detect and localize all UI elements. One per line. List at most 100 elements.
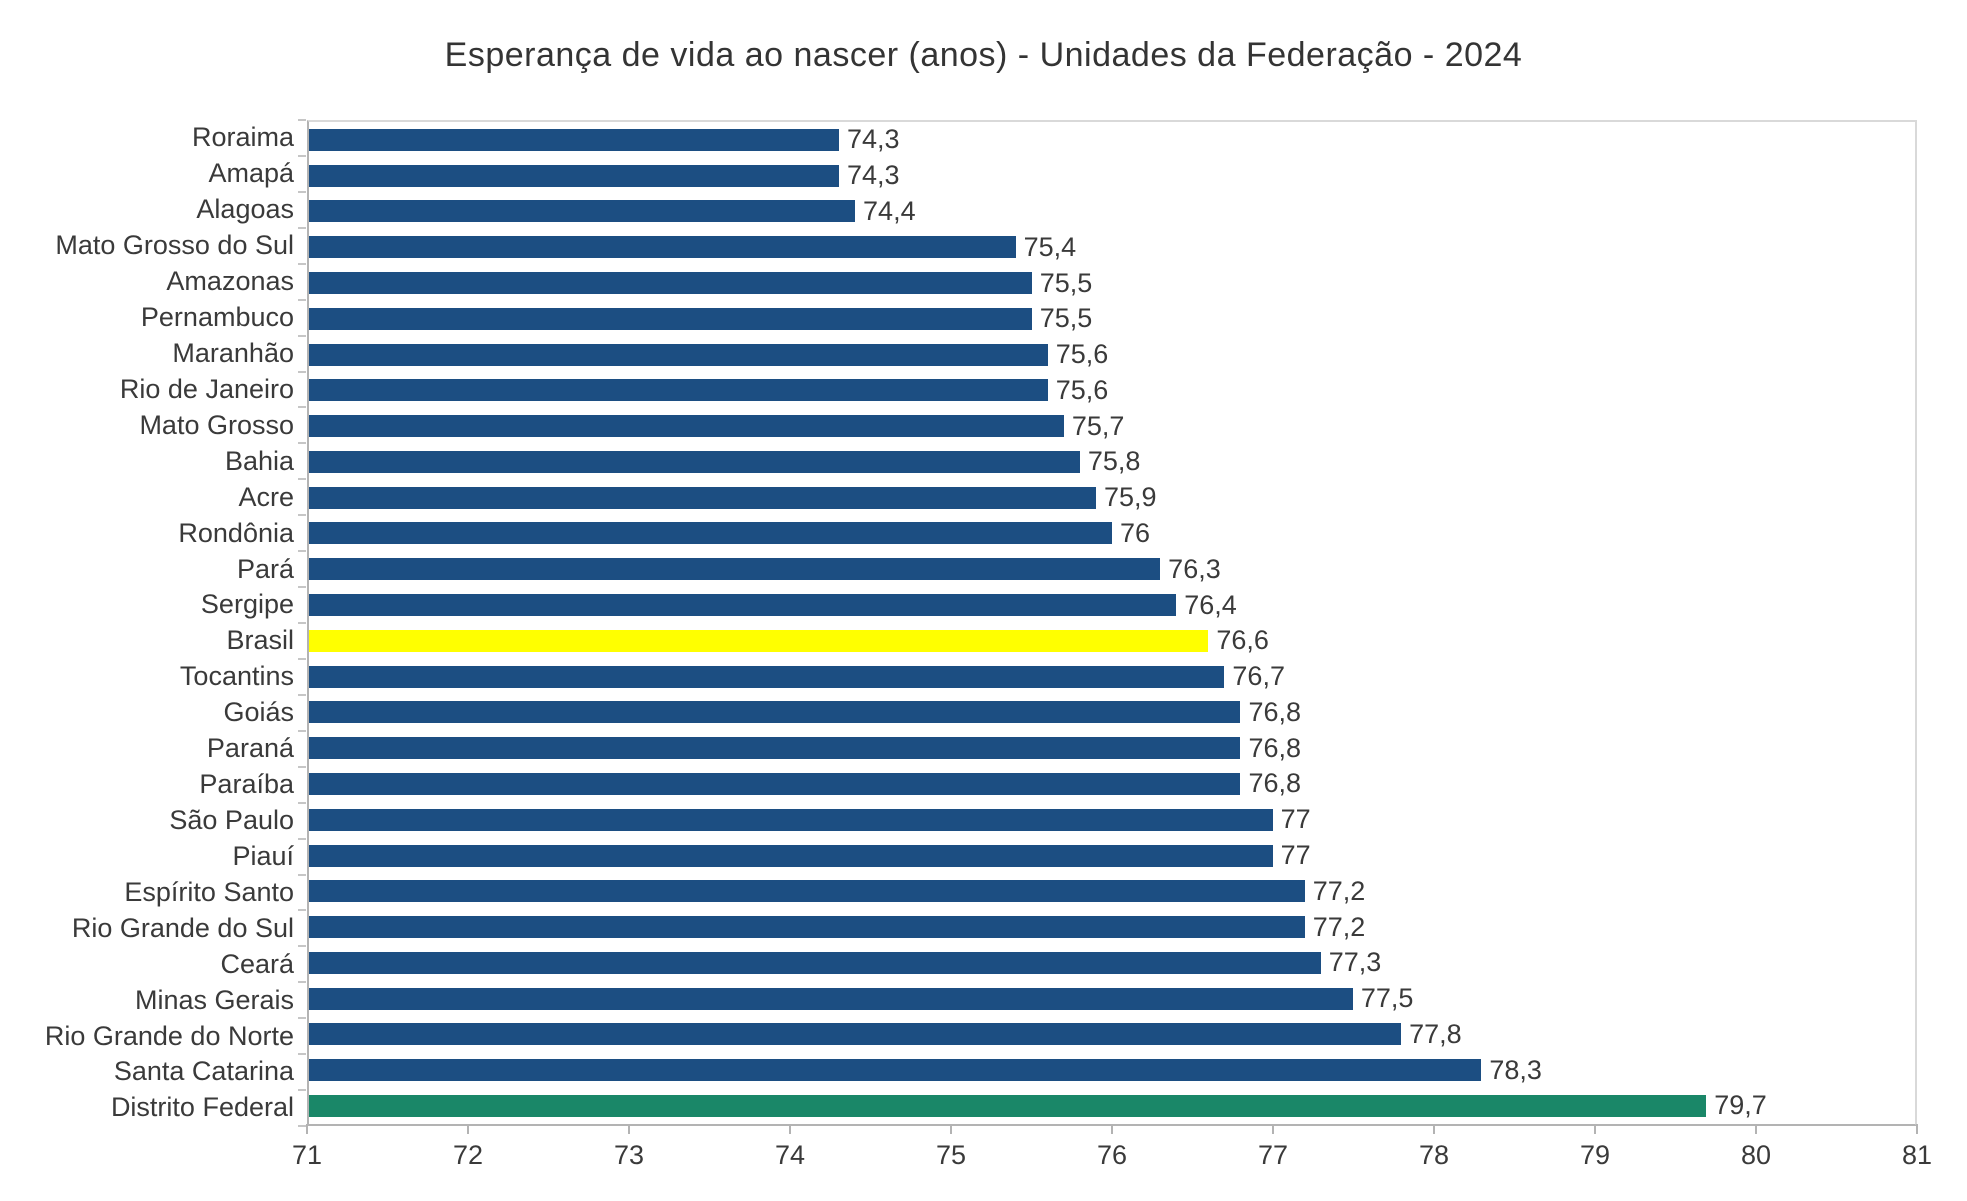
category-label: Brasil bbox=[226, 625, 294, 656]
bar-row: 75,5 bbox=[309, 301, 1915, 337]
bar bbox=[309, 594, 1177, 617]
bar-row: 77,8 bbox=[309, 1017, 1915, 1053]
bar-row: 77,5 bbox=[309, 981, 1915, 1017]
bar bbox=[309, 880, 1305, 903]
bar bbox=[309, 987, 1353, 1010]
bar-row: 74,3 bbox=[309, 158, 1915, 194]
category-tick bbox=[298, 729, 306, 732]
category-label: Pernambuco bbox=[140, 302, 294, 333]
category-label: Espírito Santo bbox=[124, 876, 294, 907]
value-axis-tick bbox=[1594, 1124, 1596, 1134]
value-axis-tick bbox=[628, 1124, 630, 1134]
category-label: Rio Grande do Sul bbox=[71, 912, 294, 943]
value-axis-tick-label: 78 bbox=[1418, 1140, 1450, 1170]
value-axis-tick bbox=[789, 1124, 791, 1134]
bar-row: 74,4 bbox=[309, 194, 1915, 230]
value-label: 76 bbox=[1120, 517, 1151, 548]
value-label: 75,6 bbox=[1055, 339, 1109, 370]
value-axis-tick bbox=[467, 1124, 469, 1134]
category-label: Paraná bbox=[206, 733, 294, 764]
category-tick bbox=[298, 226, 306, 229]
category-tick bbox=[298, 1053, 306, 1056]
category-tick bbox=[298, 298, 306, 301]
category-tick bbox=[298, 945, 306, 948]
value-label: 77 bbox=[1280, 804, 1311, 835]
category-label: Rio Grande do Norte bbox=[44, 1020, 294, 1051]
category-tick bbox=[298, 370, 306, 373]
bar bbox=[309, 415, 1064, 438]
bar-row: 74,3 bbox=[309, 122, 1915, 158]
bar-row: 75,5 bbox=[309, 265, 1915, 301]
value-axis-tick-label: 72 bbox=[452, 1140, 484, 1170]
category-axis-labels: Roraima Amapá Alagoas Mato Grosso do Sul Ama… bbox=[0, 120, 294, 1126]
category-label: Minas Gerais bbox=[134, 984, 294, 1015]
category-label: Bahia bbox=[224, 445, 294, 476]
value-axis-tick-label: 77 bbox=[1257, 1140, 1289, 1170]
value-label: 79,7 bbox=[1714, 1090, 1767, 1121]
category-tick bbox=[298, 693, 306, 696]
category-tick bbox=[298, 442, 306, 445]
category-label: Roraima bbox=[191, 122, 294, 153]
category-tick bbox=[298, 981, 306, 984]
value-label: 77,2 bbox=[1312, 911, 1366, 942]
category-label: Mato Grosso bbox=[139, 409, 294, 440]
bar-row: 77,2 bbox=[309, 873, 1915, 909]
bar-row: 77 bbox=[309, 838, 1915, 874]
value-label: 76,3 bbox=[1168, 553, 1221, 584]
category-label: Alagoas bbox=[196, 194, 294, 225]
value-axis-tick-label: 71 bbox=[291, 1140, 323, 1170]
bar bbox=[309, 808, 1273, 831]
value-label: 75,5 bbox=[1039, 267, 1093, 298]
value-label: 76,8 bbox=[1248, 768, 1302, 799]
bar bbox=[309, 450, 1080, 473]
value-axis-tick bbox=[950, 1124, 952, 1134]
category-label: Ceará bbox=[220, 948, 294, 979]
category-tick bbox=[298, 262, 306, 265]
bar bbox=[309, 1023, 1402, 1046]
bar-row: 75,7 bbox=[309, 408, 1915, 444]
value-axis-tick bbox=[306, 1124, 308, 1134]
category-label: Pará bbox=[236, 553, 294, 584]
value-label: 75,5 bbox=[1039, 303, 1093, 334]
category-tick bbox=[298, 406, 306, 409]
category-label: Goiás bbox=[223, 697, 294, 728]
value-label: 76,8 bbox=[1248, 732, 1302, 763]
category-label: Maranhão bbox=[172, 337, 294, 368]
category-tick bbox=[298, 586, 306, 589]
category-label: São Paulo bbox=[169, 804, 294, 835]
bar bbox=[309, 916, 1305, 939]
value-label: 74,3 bbox=[846, 160, 900, 191]
bar-row: 77,3 bbox=[309, 945, 1915, 981]
value-label: 77,5 bbox=[1360, 983, 1414, 1014]
bar bbox=[309, 522, 1112, 545]
category-tick bbox=[298, 119, 306, 121]
bar-row: 75,6 bbox=[309, 337, 1915, 373]
category-label: Santa Catarina bbox=[113, 1056, 294, 1087]
category-tick bbox=[298, 837, 306, 840]
value-label: 76,7 bbox=[1232, 661, 1285, 692]
bar bbox=[309, 486, 1096, 509]
bar bbox=[309, 1094, 1707, 1117]
category-tick bbox=[298, 334, 306, 337]
value-axis-tick-label: 80 bbox=[1740, 1140, 1772, 1170]
bar bbox=[309, 558, 1161, 581]
value-axis: 71 72 73 74 75 76 77 78 79 80 81 bbox=[292, 1124, 1932, 1184]
value-label: 77,3 bbox=[1328, 947, 1382, 978]
bar-row: 75,4 bbox=[309, 229, 1915, 265]
value-label: 78,3 bbox=[1489, 1054, 1542, 1085]
bar bbox=[309, 272, 1032, 295]
value-axis-tick-label: 81 bbox=[1901, 1140, 1933, 1170]
bar-row: 76,7 bbox=[309, 659, 1915, 695]
bar-row: 75,9 bbox=[309, 480, 1915, 516]
value-label: 76,6 bbox=[1216, 625, 1269, 656]
bar bbox=[309, 128, 839, 151]
bar bbox=[309, 307, 1032, 330]
category-tick bbox=[298, 514, 306, 517]
bar-row: 78,3 bbox=[309, 1052, 1915, 1088]
value-label: 74,4 bbox=[863, 195, 916, 226]
category-label: Tocantins bbox=[179, 661, 294, 692]
category-tick bbox=[298, 622, 306, 624]
value-label: 77,2 bbox=[1312, 875, 1366, 906]
category-tick bbox=[298, 550, 306, 553]
